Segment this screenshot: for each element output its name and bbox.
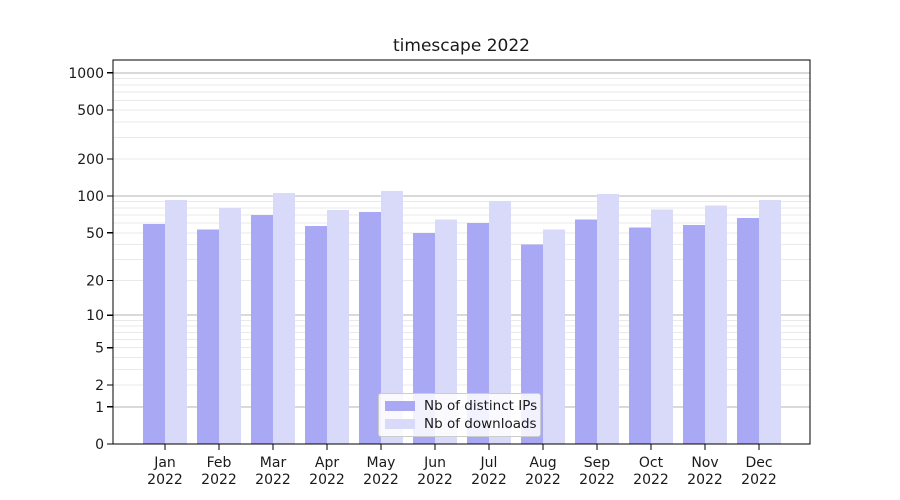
x-tick-label-month: Feb [207, 455, 232, 471]
x-tick-label-month: Mar [260, 455, 287, 471]
bar-distinct-ips-jul [467, 223, 489, 444]
legend-item-downloads: Nb of downloads [385, 415, 537, 433]
bar-downloads-sep [597, 193, 619, 444]
bar-downloads-dec [759, 199, 781, 444]
plot-spines [112, 59, 811, 445]
legend-label-downloads: Nb of downloads [424, 416, 537, 432]
legend-swatch-distinct-ips [385, 401, 415, 411]
x-tick-label-month: Nov [691, 455, 718, 471]
bar-distinct-ips-dec [737, 218, 759, 444]
y-tick-label: 1 [95, 400, 104, 416]
y-tick-label: 20 [86, 273, 104, 289]
y-tick-label: 10 [86, 308, 104, 324]
x-tick-label-month: Sep [584, 455, 611, 471]
x-tick-label-year: 2022 [687, 472, 723, 488]
bar-downloads-jun [435, 219, 457, 444]
x-tick-label-year: 2022 [741, 472, 777, 488]
x-tick-label-month: Oct [639, 455, 664, 471]
y-tick-label: 50 [86, 226, 104, 242]
x-tick-label-month: Jan [153, 455, 176, 471]
y-tick-label: 200 [77, 152, 104, 168]
chart-title: timescape 2022 [393, 36, 530, 56]
x-tick-label-month: Apr [315, 455, 339, 471]
x-tick-label-month: Dec [745, 455, 772, 471]
bar-distinct-ips-oct [629, 227, 651, 444]
legend: Nb of distinct IPs Nb of downloads [378, 393, 541, 437]
y-tick-label: 2 [95, 378, 104, 394]
bar-downloads-may [381, 190, 403, 444]
y-tick-label: 1000 [68, 66, 104, 82]
y-tick-label: 0 [95, 437, 104, 453]
bar-distinct-ips-sep [575, 219, 597, 444]
x-tick-label-year: 2022 [471, 472, 507, 488]
legend-label-distinct-ips: Nb of distinct IPs [424, 398, 538, 414]
legend-swatch-downloads [385, 419, 415, 429]
x-tick-label-year: 2022 [579, 472, 615, 488]
x-tick-label-year: 2022 [417, 472, 453, 488]
x-tick-label-month: May [367, 455, 396, 471]
bar-distinct-ips-apr [305, 225, 327, 444]
bar-distinct-ips-mar [251, 214, 273, 444]
bar-downloads-jan [165, 199, 187, 444]
x-tick-label-year: 2022 [525, 472, 561, 488]
x-tick-label-year: 2022 [255, 472, 291, 488]
bar-downloads-apr [327, 209, 349, 444]
bar-distinct-ips-feb [197, 229, 219, 444]
bar-distinct-ips-nov [683, 224, 705, 444]
x-tick-label-month: Jul [480, 455, 498, 471]
bar-downloads-oct [651, 209, 673, 444]
x-tick-label-month: Jun [423, 455, 446, 471]
bar-downloads-jul [489, 201, 511, 444]
bar-distinct-ips-may [359, 212, 381, 444]
bar-distinct-ips-jan [143, 224, 165, 444]
bar-downloads-mar [273, 192, 295, 444]
legend-item-distinct-ips: Nb of distinct IPs [385, 397, 538, 415]
x-tick-label-year: 2022 [201, 472, 237, 488]
x-tick-label-month: Aug [529, 455, 556, 471]
y-tick-label: 100 [77, 189, 104, 205]
bar-downloads-nov [705, 205, 727, 444]
bar-downloads-aug [543, 229, 565, 444]
bar-downloads-feb [219, 207, 241, 444]
x-tick-label-year: 2022 [309, 472, 345, 488]
y-tick-label: 500 [77, 103, 104, 119]
x-tick-label-year: 2022 [633, 472, 669, 488]
y-tick-label: 5 [95, 341, 104, 357]
x-tick-label-year: 2022 [147, 472, 183, 488]
bar-distinct-ips-jun [413, 232, 435, 444]
x-tick-label-year: 2022 [363, 472, 399, 488]
